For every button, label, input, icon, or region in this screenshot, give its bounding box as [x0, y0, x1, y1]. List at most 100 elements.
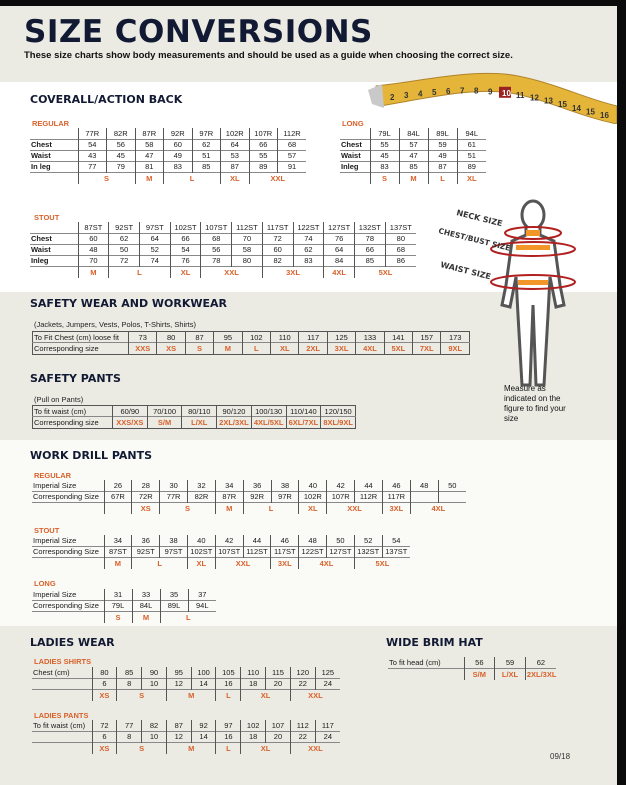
size-row: XS S M L XL XXL	[32, 742, 340, 754]
table-cell: 72	[108, 255, 140, 266]
table-row: 79L 84L 89L 94L	[340, 128, 486, 139]
table-cell: 157	[412, 331, 441, 343]
table-cell: 87ST	[77, 222, 109, 233]
size-cell: M	[398, 172, 428, 184]
table-cell: 117ST	[270, 546, 299, 557]
table-cell: 125	[326, 331, 356, 343]
size-cell: M	[213, 342, 243, 355]
table-cell: 66	[248, 139, 278, 150]
table-cell: 38	[270, 480, 299, 491]
table-cell: 80/110	[181, 405, 217, 417]
table-cell: 94L	[187, 600, 216, 611]
table-cell: 47	[398, 150, 428, 161]
table-cell: 62	[191, 139, 221, 150]
table-cell: 87	[220, 161, 249, 172]
table-cell: 40	[186, 535, 216, 546]
table-cell: 64	[220, 139, 249, 150]
table-cell: 60	[77, 233, 109, 244]
neck-size-label: NECK SIZE	[456, 208, 504, 228]
row-label	[32, 678, 92, 689]
size-cell: XXL	[326, 502, 383, 514]
table-cell: 72R	[131, 491, 160, 502]
tape-number: 5	[432, 88, 437, 97]
page-title: SIZE CONVERSIONS	[24, 14, 373, 50]
table-row: 6 8 10 12 14 16 18 20 22 24	[32, 731, 340, 742]
table-cell: 62	[292, 244, 324, 255]
table-cell: 97	[215, 720, 241, 731]
table-cell: 107R	[248, 128, 278, 139]
table-cell: 80	[156, 331, 186, 343]
size-row-label	[340, 172, 370, 184]
table-cell: 102R	[220, 128, 249, 139]
table-cell: 133	[355, 331, 385, 343]
work-drill-stout-label: STOUT	[34, 526, 60, 535]
coverall-stout-label: STOUT	[34, 213, 60, 222]
table-cell: 94L	[456, 128, 486, 139]
table-cell: 59	[427, 139, 457, 150]
table-cell: 82R	[106, 128, 135, 139]
table-cell: 87ST	[103, 546, 132, 557]
tape-number: 10	[502, 89, 511, 98]
table-cell: 112R	[277, 128, 306, 139]
table-row: To fit waist (cm) 72 77 82 87 92 97 102 107 112 11…	[32, 720, 340, 731]
table-cell: 112ST	[242, 546, 271, 557]
table-cell: 44	[354, 480, 383, 491]
row-label: Corresponding Size	[33, 601, 99, 610]
size-cell: 4XL	[409, 502, 466, 514]
size-cell: XXL	[248, 172, 306, 184]
table-cell: 37	[187, 589, 216, 600]
table-cell: 92ST	[108, 222, 140, 233]
size-cell: XXL	[214, 557, 271, 569]
size-cell: S	[159, 502, 216, 514]
table-cell: 22	[289, 731, 316, 742]
size-cell: L	[241, 342, 271, 355]
table-cell: 72	[91, 720, 117, 731]
tape-number: 15	[586, 107, 595, 116]
table-row: 6 8 10 12 14 16 18 20 22 24	[32, 678, 340, 689]
size-cell: 3XL	[381, 502, 411, 514]
table-row: Imperial Size 34 36 38 40 42 44 46 48 50 52 54	[32, 535, 410, 546]
size-cell: XXS	[127, 342, 157, 355]
table-cell: 70/100	[146, 405, 182, 417]
table-cell: 54	[77, 139, 107, 150]
table-cell: 10	[141, 678, 167, 689]
table-cell: 62	[108, 233, 140, 244]
coverall-long-table: 79L 84L 89L 94L Chest 55 57 59 61 Waist 45 47 49 51 In…	[340, 128, 486, 184]
table-cell: 47	[134, 150, 164, 161]
work-drill-band	[0, 440, 617, 626]
table-cell: 80	[91, 667, 117, 678]
table-cell: 55	[248, 150, 278, 161]
table-cell: 83	[292, 255, 324, 266]
coverall-regular-label: REGULAR	[32, 119, 70, 128]
ladies-band	[0, 626, 617, 785]
table-cell: 87	[165, 720, 192, 731]
size-cell: L	[159, 611, 216, 623]
table-cell: 22	[289, 678, 316, 689]
table-cell: 56	[463, 657, 495, 668]
size-cell: 6XL/7XL	[285, 416, 321, 429]
size-cell: 5XL	[353, 557, 410, 569]
table-cell: 89	[248, 161, 278, 172]
row-label	[32, 731, 92, 742]
row-label: Corresponding Size	[33, 492, 99, 501]
table-cell: 120/150	[320, 405, 356, 417]
table-cell: 30	[159, 480, 188, 491]
table-cell: 74	[292, 233, 324, 244]
table-cell: 76	[169, 255, 201, 266]
row-label: Waist	[341, 151, 361, 160]
row-label: Inleg	[341, 162, 359, 171]
size-cell: M	[103, 557, 132, 569]
table-cell: 77	[77, 161, 107, 172]
table-cell: 137ST	[384, 222, 416, 233]
page-subtitle: These size charts show body measurements…	[24, 50, 513, 61]
table-cell: 102ST	[186, 546, 216, 557]
table-cell: 24	[314, 678, 340, 689]
table-cell: 33	[131, 589, 160, 600]
ladies-pants-table: To fit waist (cm) 72 77 82 87 92 97 102 107 112 11…	[32, 720, 340, 754]
table-cell: 70	[77, 255, 109, 266]
table-cell: 122ST	[292, 222, 324, 233]
size-row-label	[32, 502, 104, 514]
table-cell: 77R	[77, 128, 107, 139]
size-cell: L/XL	[181, 416, 217, 429]
table-cell: 110	[240, 667, 266, 678]
